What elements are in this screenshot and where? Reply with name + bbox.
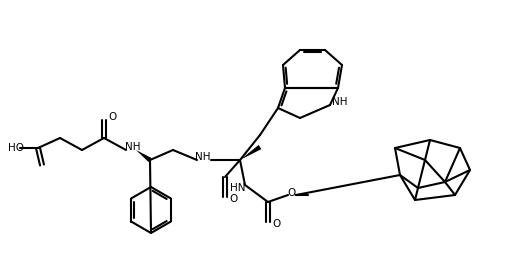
Text: NH: NH xyxy=(195,152,211,162)
Text: HN: HN xyxy=(230,183,246,193)
Text: O: O xyxy=(272,219,280,229)
Text: O: O xyxy=(288,188,296,198)
Polygon shape xyxy=(136,150,151,162)
Text: NH: NH xyxy=(125,142,141,152)
Text: O: O xyxy=(229,194,237,204)
Text: O: O xyxy=(108,112,116,122)
Text: NH: NH xyxy=(332,97,348,107)
Polygon shape xyxy=(240,145,261,160)
Text: HO: HO xyxy=(8,143,24,153)
